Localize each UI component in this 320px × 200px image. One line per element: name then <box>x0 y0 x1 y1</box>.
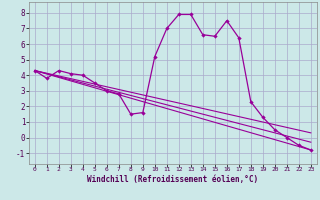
X-axis label: Windchill (Refroidissement éolien,°C): Windchill (Refroidissement éolien,°C) <box>87 175 258 184</box>
